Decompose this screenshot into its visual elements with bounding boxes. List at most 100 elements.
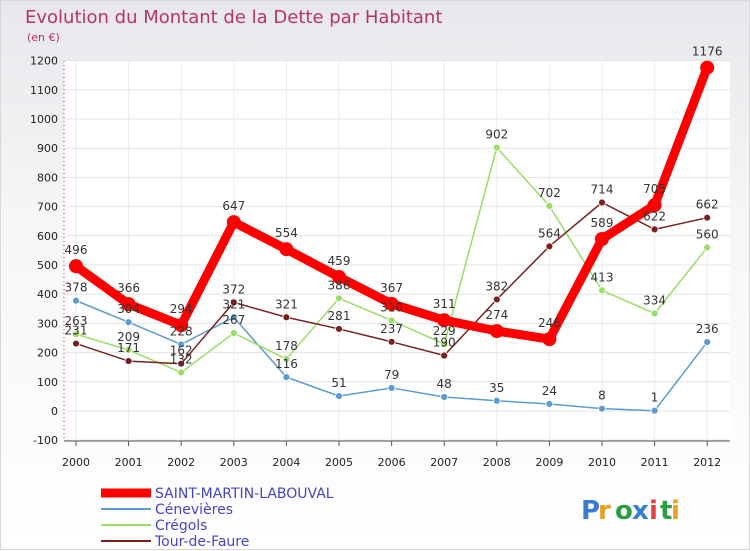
y-tick-label: 1200	[30, 55, 58, 68]
data-point	[69, 259, 83, 274]
data-label: 334	[643, 293, 666, 307]
data-point	[124, 346, 133, 354]
data-label: 321	[222, 297, 245, 311]
legend-label: SAINT-MARTIN-LABOUVAL	[155, 486, 334, 502]
x-tick-label: 2004	[272, 456, 300, 469]
data-point	[282, 355, 291, 363]
y-tick-label: 300	[37, 317, 58, 330]
y-tick-label: 600	[37, 230, 58, 243]
data-point	[229, 298, 238, 307]
data-point	[595, 232, 609, 247]
data-point	[72, 296, 80, 305]
data-point	[177, 368, 186, 377]
x-tick-label: 2000	[62, 456, 90, 469]
data-label: 372	[222, 282, 245, 296]
legend-label: Cénevières	[155, 502, 233, 518]
data-point	[650, 225, 659, 234]
grid	[64, 60, 730, 441]
logo-letter: i	[671, 496, 680, 526]
x-tick-label: 2009	[535, 456, 563, 469]
y-tick-label: 700	[37, 201, 58, 214]
data-point	[387, 337, 396, 346]
data-point	[650, 406, 659, 415]
data-label: 366	[117, 281, 140, 295]
data-label: 560	[696, 227, 719, 241]
x-tick-label: 2008	[483, 456, 511, 469]
data-label: 702	[538, 186, 561, 200]
y-tick-label: 900	[37, 142, 58, 155]
data-label: 321	[275, 297, 298, 311]
data-label: 554	[275, 226, 298, 240]
data-label: 647	[222, 199, 245, 213]
logo-letter: r	[598, 496, 611, 526]
y-tick-label: 1000	[30, 113, 58, 126]
y-tick-label: 800	[37, 171, 58, 184]
y-tick-label: 400	[37, 288, 58, 301]
data-point	[545, 400, 554, 408]
data-label: 496	[65, 243, 88, 257]
data-label: 382	[485, 279, 508, 293]
data-label: 311	[433, 297, 456, 311]
data-point	[598, 404, 606, 413]
data-point	[440, 351, 449, 360]
data-label: 705	[643, 182, 666, 196]
data-point	[335, 392, 343, 401]
data-label: 209	[117, 330, 140, 344]
data-point	[703, 243, 712, 252]
data-point	[282, 313, 291, 322]
data-point	[282, 373, 291, 382]
data-point	[177, 359, 186, 368]
data-label: 378	[65, 281, 88, 295]
y-tick-label: 500	[37, 259, 58, 272]
data-label: 714	[591, 183, 614, 197]
data-label: 231	[65, 324, 88, 338]
data-label: 622	[643, 209, 666, 223]
data-label: 589	[591, 216, 614, 230]
data-point	[703, 213, 712, 222]
data-point	[335, 325, 343, 333]
data-point	[121, 297, 136, 312]
data-label: 79	[384, 368, 399, 382]
data-label: 48	[437, 377, 452, 391]
data-point	[279, 242, 294, 257]
data-label: 171	[117, 341, 140, 355]
data-label: 228	[170, 324, 193, 338]
data-point	[226, 215, 241, 230]
axes: -100 0 100 200 300 400 500 600 700 800 900 1000 1100…	[30, 55, 730, 469]
data-point	[174, 318, 189, 333]
data-point	[492, 396, 501, 405]
data-point	[492, 295, 501, 304]
data-point	[545, 242, 554, 251]
data-point	[124, 318, 133, 327]
data-point	[440, 340, 449, 349]
data-point	[387, 316, 396, 325]
data-label: 178	[275, 339, 298, 353]
data-point	[492, 143, 501, 152]
data-point	[440, 393, 449, 401]
data-point	[229, 329, 238, 337]
data-label: 267	[222, 313, 245, 327]
data-label: 386	[328, 278, 351, 292]
data-label: 564	[538, 226, 561, 240]
data-point	[72, 339, 80, 348]
logo-letter: P	[581, 496, 600, 526]
data-point	[542, 332, 557, 347]
data-point	[489, 323, 504, 338]
data-label: 229	[433, 324, 456, 338]
data-point	[72, 330, 80, 339]
data-label: 132	[170, 352, 193, 366]
data-point	[124, 357, 133, 365]
data-point	[387, 384, 396, 392]
x-tick-label: 2011	[641, 456, 669, 469]
chart-subtitle: (en €)	[27, 31, 60, 44]
data-point	[437, 313, 452, 328]
data-point	[384, 296, 399, 311]
data-label: 51	[331, 376, 346, 390]
x-tick-label: 2012	[693, 456, 721, 469]
x-tick-label: 2005	[325, 456, 353, 469]
chart-title: Evolution du Montant de la Dette par Hab…	[25, 7, 442, 28]
series-group	[69, 60, 715, 415]
data-label: 413	[591, 270, 614, 284]
data-label: 367	[380, 281, 403, 295]
x-tick-label: 2006	[378, 456, 406, 469]
